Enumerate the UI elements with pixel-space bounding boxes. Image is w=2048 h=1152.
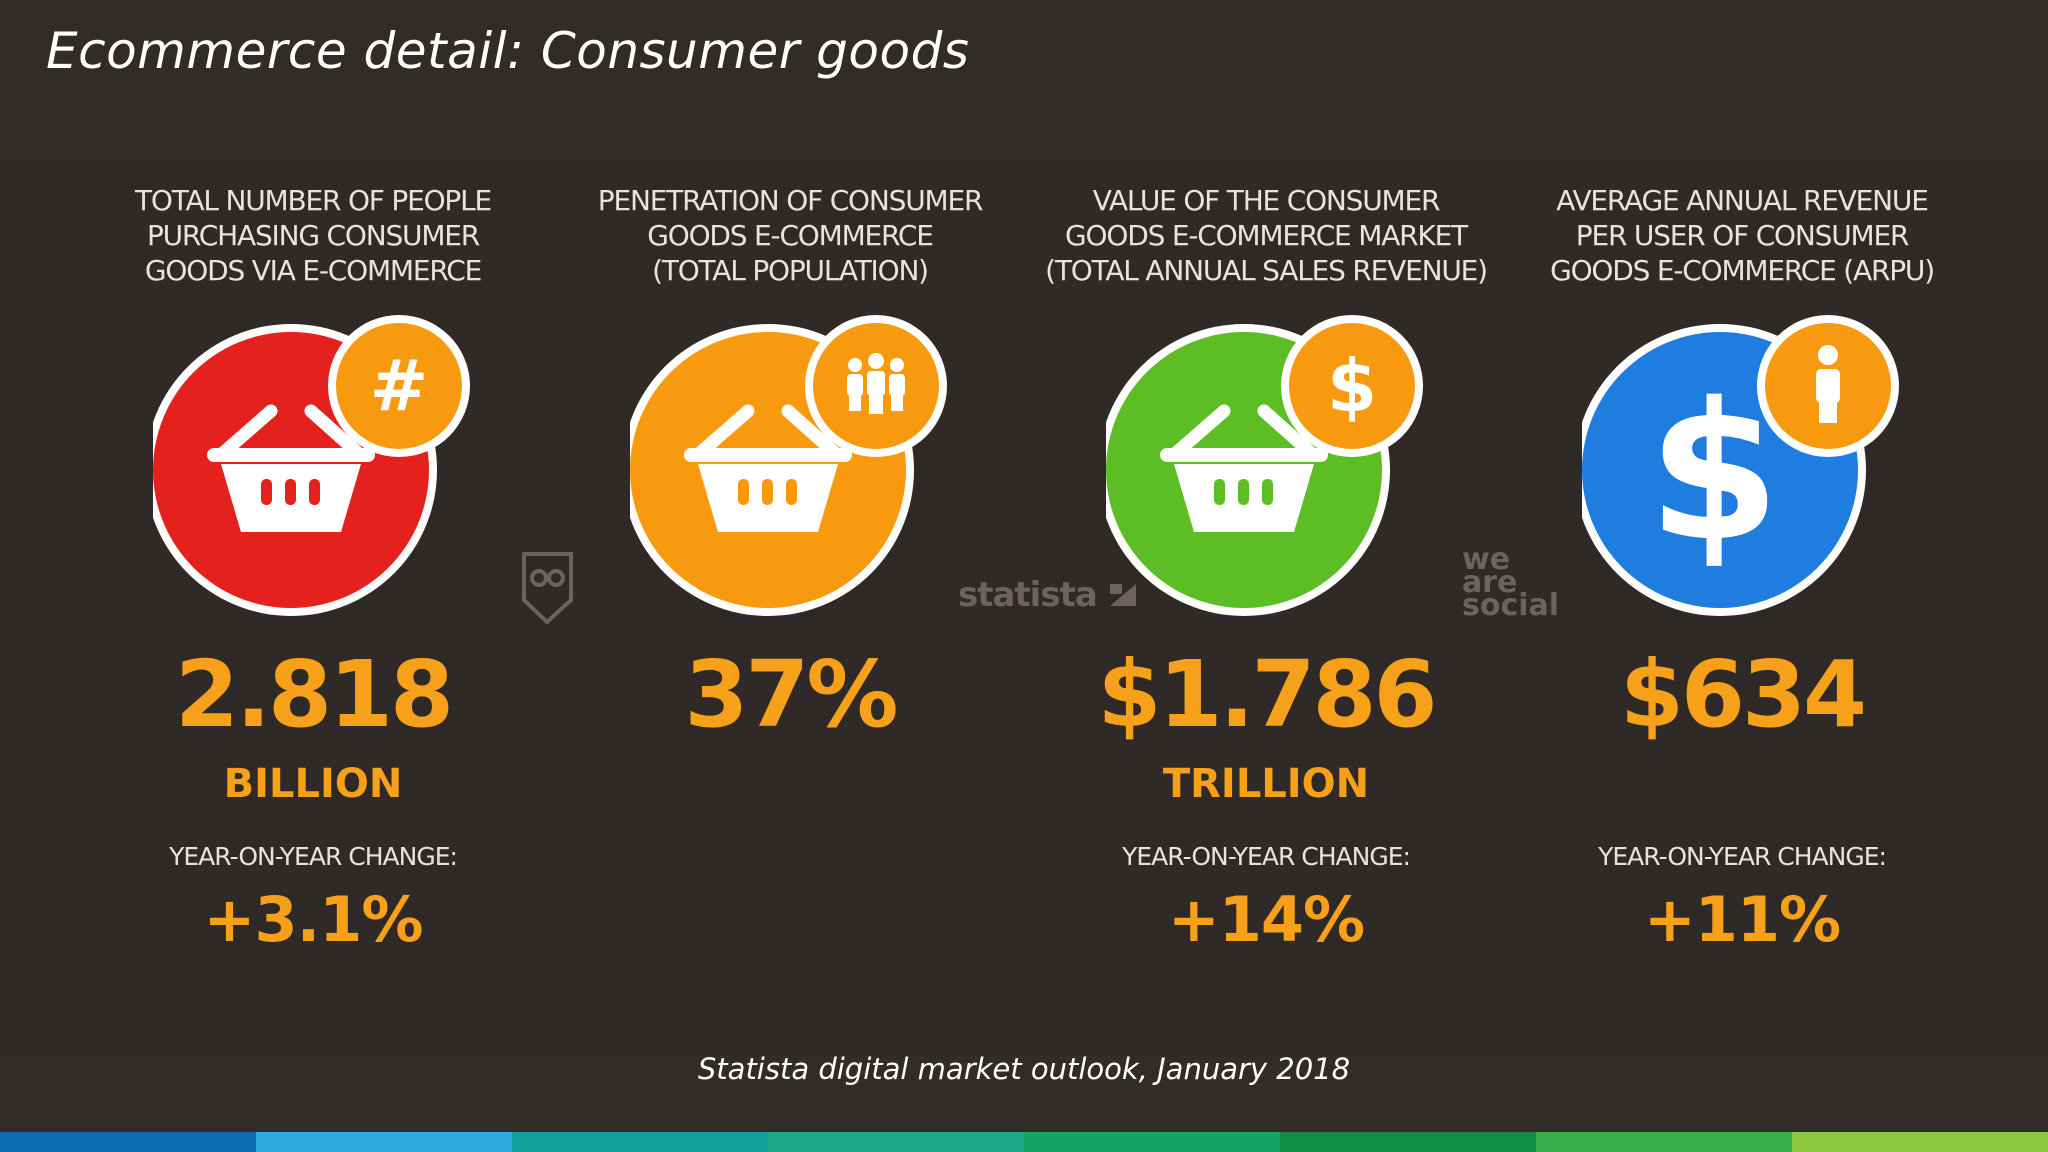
dollar-icon: $ [1281, 315, 1423, 457]
yoy-value: +11% [1643, 883, 1841, 956]
infographic-panel: TOTAL NUMBER OF PEOPLE PURCHASING CONSUM… [0, 165, 2048, 1055]
footer-segment [1792, 1132, 2048, 1152]
footer-segment [1024, 1132, 1280, 1152]
stat-header-line: PURCHASING CONSUMER [146, 219, 480, 252]
stat-header-line: TOTAL NUMBER OF PEOPLE [134, 184, 492, 217]
stat-value: $1.786 [1097, 641, 1437, 748]
yoy-value: +14% [1167, 883, 1365, 956]
we-are-social-logo: we are social [1462, 542, 1582, 623]
footer-segment [0, 1132, 256, 1152]
person-icon [1757, 315, 1899, 457]
stat-header: AVERAGE ANNUAL REVENUE PER USER OF CONSU… [1507, 183, 1977, 288]
stat-header-line: GOODS E-COMMERCE MARKET [1065, 219, 1468, 252]
stat-unit: TRILLION [1162, 761, 1370, 807]
slide-title: Ecommerce detail: Consumer goods [46, 22, 970, 80]
people-icon [805, 315, 947, 457]
statista-logo-icon [1109, 584, 1136, 606]
stat-icon-group [622, 310, 960, 620]
footer-segment [1536, 1132, 1792, 1152]
yoy-label: YEAR-ON-YEAR CHANGE: [1122, 842, 1411, 871]
stat-header-line: (TOTAL ANNUAL SALES REVENUE) [1045, 254, 1488, 287]
stat-value: $634 [1619, 641, 1867, 748]
stat-header: PENETRATION OF CONSUMER GOODS E-COMMERCE… [555, 183, 1025, 288]
stat-header-line: PER USER OF CONSUMER [1575, 219, 1910, 252]
yoy-label: YEAR-ON-YEAR CHANGE: [169, 842, 458, 871]
stat-header-line: VALUE OF THE CONSUMER [1092, 184, 1441, 217]
stat-header-line: GOODS E-COMMERCE [647, 219, 934, 252]
stat-header: VALUE OF THE CONSUMER GOODS E-COMMERCE M… [1031, 183, 1501, 288]
statista-logo: statista [958, 575, 1138, 615]
stat-header: TOTAL NUMBER OF PEOPLE PURCHASING CONSUM… [78, 183, 548, 288]
logo-line: are [1462, 565, 1518, 600]
yoy-label: YEAR-ON-YEAR CHANGE: [1598, 842, 1887, 871]
statista-logo-text: statista [958, 575, 1098, 615]
footer-segment [1280, 1132, 1536, 1152]
stat-value: 2.818 [174, 641, 454, 748]
owl-logo-icon [520, 550, 575, 630]
svg-text:#: # [370, 345, 429, 427]
footer-color-bar [0, 1132, 2048, 1152]
stat-header-line: PENETRATION OF CONSUMER [597, 184, 984, 217]
stat-header-line: (TOTAL POPULATION) [652, 254, 929, 287]
logo-line: social [1462, 588, 1560, 623]
footer-segment [768, 1132, 1024, 1152]
source-caption: Statista digital market outlook, January… [697, 1052, 1351, 1086]
stat-header-line: AVERAGE ANNUAL REVENUE [1556, 184, 1929, 217]
svg-text:$: $ [1327, 344, 1377, 428]
svg-text:$: $ [1648, 362, 1780, 583]
yoy-value: +3.1% [203, 883, 424, 956]
stat-icon-group: $ [1574, 310, 1912, 620]
stat-icon-group: $ [1098, 310, 1436, 620]
stat-icon-group: # [145, 310, 483, 620]
stat-header-line: GOODS VIA E-COMMERCE [144, 254, 482, 287]
logo-line: we [1462, 542, 1511, 577]
footer-segment [256, 1132, 512, 1152]
stat-unit: BILLION [223, 761, 403, 807]
stat-value: 37% [684, 641, 898, 748]
hash-icon: # [328, 315, 470, 457]
stat-header-line: GOODS E-COMMERCE (ARPU) [1550, 254, 1935, 287]
footer-segment [512, 1132, 768, 1152]
